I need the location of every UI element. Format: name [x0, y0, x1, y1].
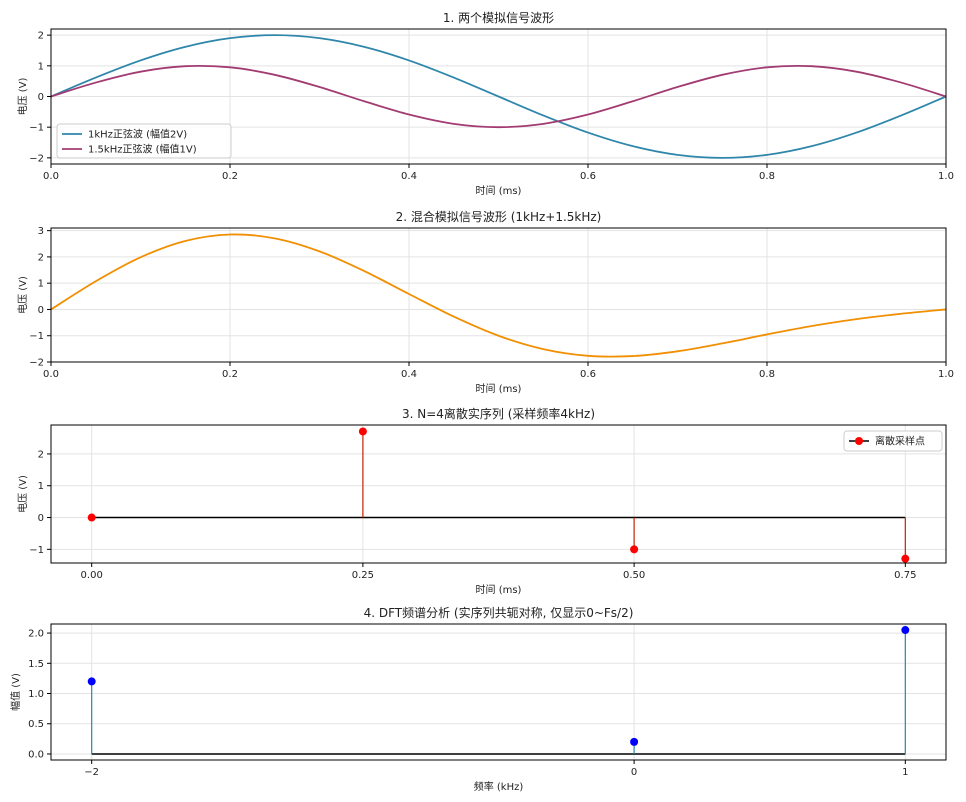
- y-tick-label: 1: [38, 481, 44, 492]
- stem-marker: [87, 677, 96, 686]
- x-tick-label: 0.6: [580, 369, 596, 380]
- x-tick-label: 0.0: [43, 171, 59, 182]
- x-tick-label: 1.0: [938, 369, 954, 380]
- chart-panel-3: 0.00 0.25 0.50 0.75 −1 0 1 2 3. N=4离散实序列 (采样频率4k…: [16, 406, 947, 596]
- y-tick-label: 0.5: [28, 719, 44, 730]
- y-axis-label: 电压 (V): [16, 475, 29, 513]
- y-tick-label: −1: [29, 545, 44, 556]
- chart-panel-4: −2 0 1 0.0 0.5 1.0 1.5 2.0 4. DFT频谱分析 (实序列共轭对称, …: [9, 605, 947, 793]
- stem-marker: [630, 545, 639, 554]
- x-tick-label: 0.2: [222, 171, 238, 182]
- x-tick-label: 0.4: [401, 369, 417, 380]
- legend-label: 1.5kHz正弦波 (幅值1V): [88, 143, 197, 156]
- legend-label: 1kHz正弦波 (幅值2V): [88, 128, 187, 141]
- y-tick-label: −1: [29, 123, 44, 134]
- y-tick-label: 2: [38, 252, 44, 263]
- y-tick-label: 0.0: [28, 749, 44, 760]
- y-tick-label: 0: [38, 305, 44, 316]
- y-tick-label: 1: [38, 61, 44, 72]
- x-tick-label: 0.8: [759, 369, 775, 380]
- y-tick-label: −2: [29, 153, 44, 164]
- x-tick-label: 0.50: [623, 570, 645, 581]
- stem-marker: [87, 513, 96, 522]
- legend: 1kHz正弦波 (幅值2V) 1.5kHz正弦波 (幅值1V): [56, 123, 232, 159]
- stem-marker: [630, 737, 639, 746]
- x-tick-label: 1.0: [938, 171, 954, 182]
- x-tick-label: 0.25: [352, 570, 374, 581]
- x-tick-label: 0.6: [580, 171, 596, 182]
- series-line-1: [50, 34, 947, 159]
- chart-title: 3. N=4离散实序列 (采样频率4kHz): [402, 406, 595, 421]
- x-axis-label: 时间 (ms): [476, 382, 522, 395]
- legend-label: 离散采样点: [875, 435, 925, 448]
- x-tick-label: 0.0: [43, 369, 59, 380]
- y-tick-label: 1: [38, 279, 44, 290]
- chart-title: 2. 混合模拟信号波形 (1kHz+1.5kHz): [396, 209, 602, 224]
- stem-marker: [901, 554, 910, 563]
- x-tick-label: 1: [902, 767, 908, 778]
- x-axis-label: 时间 (ms): [476, 184, 522, 197]
- series-line-2: [50, 64, 947, 129]
- chart-panel-2: 0.0 0.2 0.4 0.6 0.8 1.0 −2 −1 0 1 2 3 2. 混合模拟信号波形 (1…: [16, 209, 954, 395]
- y-tick-label: 2: [38, 449, 44, 460]
- y-tick-label: 2.0: [28, 629, 44, 640]
- x-tick-label: 0.4: [401, 171, 417, 182]
- x-tick-label: 0.75: [894, 570, 916, 581]
- axes-frame: [50, 424, 947, 564]
- y-axis-label: 幅值 (V): [9, 673, 22, 711]
- y-axis-label: 电压 (V): [16, 77, 29, 115]
- axes-frame: [50, 623, 947, 761]
- chart-title: 4. DFT频谱分析 (实序列共轭对称, 仅显示0~Fs/2): [364, 605, 634, 620]
- legend-box: [56, 123, 232, 159]
- x-tick-label: 0.2: [222, 369, 238, 380]
- y-tick-label: 3: [38, 226, 44, 237]
- series-line-1: [50, 233, 947, 358]
- axes-frame: [50, 227, 947, 363]
- stem-marker: [358, 427, 367, 436]
- y-tick-label: −1: [29, 331, 44, 342]
- legend: 离散采样点: [843, 430, 943, 452]
- x-tick-label: −2: [84, 767, 99, 778]
- y-tick-label: 1.5: [28, 659, 44, 670]
- y-tick-label: 1.0: [28, 689, 44, 700]
- x-tick-label: 0.8: [759, 171, 775, 182]
- legend-swatch-marker: [855, 437, 863, 445]
- stem-marker: [901, 626, 910, 635]
- y-tick-label: 0: [38, 513, 44, 524]
- y-axis-label: 电压 (V): [16, 276, 29, 314]
- y-tick-label: −2: [29, 358, 44, 369]
- y-tick-label: 0: [38, 92, 44, 103]
- x-tick-label: 0: [631, 767, 637, 778]
- x-axis-label: 频率 (kHz): [474, 780, 524, 793]
- x-tick-label: 0.00: [81, 570, 103, 581]
- legend-box: [843, 430, 943, 452]
- chart-title: 1. 两个模拟信号波形: [443, 11, 554, 25]
- x-axis-label: 时间 (ms): [476, 583, 522, 596]
- y-tick-label: 2: [38, 31, 44, 42]
